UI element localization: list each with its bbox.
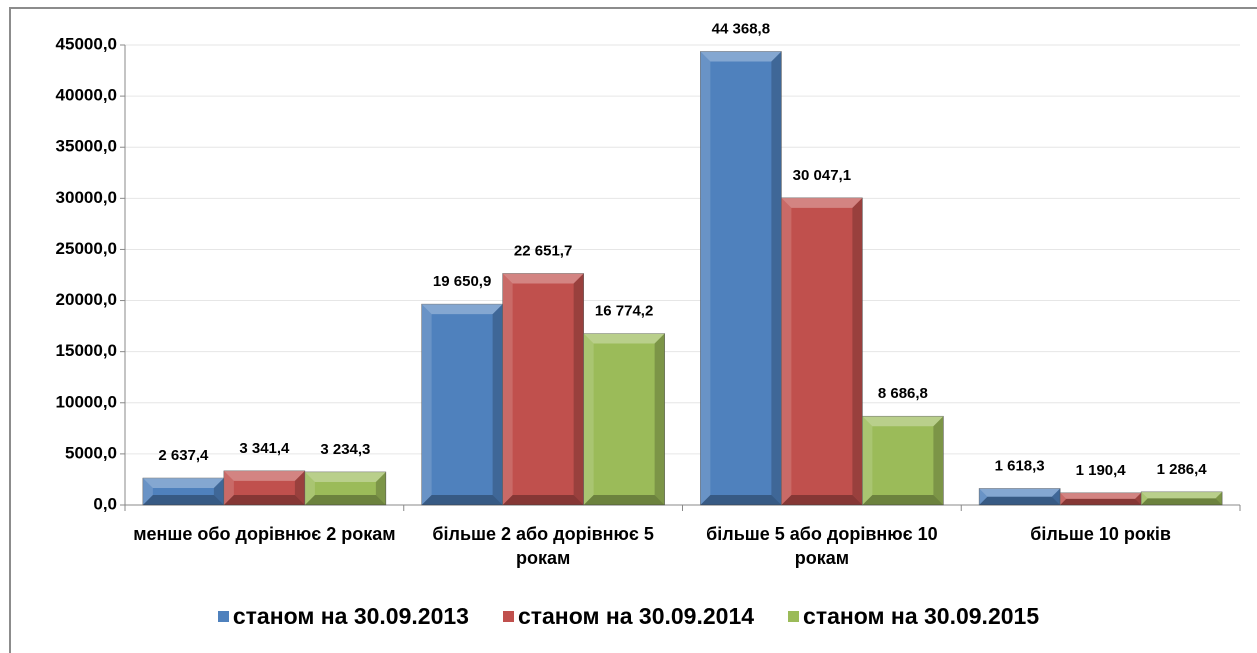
legend-item: станом на 30.09.2013 bbox=[217, 603, 469, 630]
bar bbox=[223, 470, 306, 506]
data-label: 19 650,9 bbox=[433, 273, 491, 290]
data-label: 16 774,2 bbox=[595, 302, 653, 319]
bar-bevel bbox=[583, 495, 665, 505]
bar bbox=[502, 273, 584, 506]
x-tick-label: більше 5 або дорівнює 10 рокам bbox=[706, 524, 938, 568]
bar-bevel bbox=[862, 495, 944, 505]
bar bbox=[700, 51, 782, 506]
legend-swatch bbox=[502, 611, 514, 622]
bar bbox=[1140, 491, 1223, 506]
bar-bevel bbox=[852, 197, 863, 505]
data-label: 22 651,7 bbox=[514, 242, 572, 259]
bar-bevel bbox=[1051, 488, 1061, 505]
legend-swatch bbox=[217, 611, 229, 622]
bar-bevel bbox=[781, 197, 792, 505]
y-tick-label: 20000,0 bbox=[56, 290, 117, 309]
bar-bevel bbox=[502, 273, 513, 505]
bar-bevel bbox=[375, 471, 386, 505]
chart-border bbox=[9, 7, 1257, 653]
y-tick-label: 45000,0 bbox=[56, 34, 117, 53]
bar bbox=[862, 415, 944, 506]
bar bbox=[142, 477, 225, 506]
bar-bevel bbox=[979, 496, 1061, 505]
legend-item: станом на 30.09.2014 bbox=[502, 603, 755, 630]
bar-bevel bbox=[700, 495, 782, 505]
data-label: 3 234,3 bbox=[320, 441, 370, 458]
data-label: 8 686,8 bbox=[878, 385, 928, 402]
legend-label: станом на 30.09.2013 bbox=[232, 603, 469, 629]
bar-bevel bbox=[654, 333, 665, 505]
bar-bevel bbox=[213, 478, 224, 505]
bar-bevel bbox=[862, 416, 873, 505]
bar-bevel bbox=[933, 416, 944, 505]
bar bbox=[304, 471, 387, 506]
y-tick-label: 10000,0 bbox=[56, 392, 117, 411]
bar-bevel bbox=[142, 495, 224, 505]
y-tick-label: 5000,0 bbox=[65, 443, 117, 462]
bar-bevel bbox=[223, 470, 305, 481]
legend-swatch bbox=[788, 611, 800, 622]
y-tick-label: 15000,0 bbox=[56, 341, 117, 360]
x-tick-label: більше 10 років bbox=[1030, 524, 1171, 544]
bar-bevel bbox=[1141, 498, 1223, 505]
bar-bevel bbox=[979, 488, 1061, 497]
bar-bevel bbox=[294, 470, 305, 505]
bar-bevel bbox=[700, 51, 782, 62]
bar-bevel bbox=[781, 197, 863, 208]
bar-bevel bbox=[1141, 491, 1223, 499]
bar-bevel bbox=[573, 273, 584, 505]
data-label: 1 618,3 bbox=[995, 457, 1045, 474]
y-tick-label: 35000,0 bbox=[56, 137, 117, 156]
bar-bevel bbox=[304, 471, 315, 505]
bar-bevel bbox=[1060, 498, 1142, 505]
legend: станом на 30.09.2013 станом на 30.09.2014… bbox=[0, 603, 1257, 630]
bar-bevel bbox=[1141, 491, 1148, 505]
bar-bevel bbox=[771, 51, 782, 505]
bar-bevel bbox=[492, 304, 503, 505]
legend-label: станом на 30.09.2015 bbox=[803, 603, 1040, 629]
bar-bevel bbox=[304, 471, 386, 482]
bar-bevel bbox=[223, 495, 305, 505]
bar-bevel bbox=[142, 478, 153, 505]
data-label: 1 286,4 bbox=[1157, 461, 1208, 478]
bar-bevel bbox=[421, 304, 432, 505]
bar-bevel bbox=[421, 304, 503, 315]
legend-item: станом на 30.09.2015 bbox=[788, 603, 1039, 630]
data-label: 3 341,4 bbox=[239, 440, 290, 457]
bar-bevel bbox=[781, 495, 863, 505]
bar bbox=[781, 197, 863, 506]
bar-bevel bbox=[979, 488, 988, 505]
bar-bevel bbox=[502, 495, 584, 505]
bar-bevel bbox=[1215, 491, 1223, 505]
data-label: 30 047,1 bbox=[793, 167, 851, 184]
y-tick-label: 30000,0 bbox=[56, 188, 117, 207]
y-tick-label: 40000,0 bbox=[56, 86, 117, 105]
bar bbox=[583, 333, 665, 506]
data-label: 1 190,4 bbox=[1076, 462, 1127, 479]
bar-bevel bbox=[223, 470, 234, 505]
legend-label: станом на 30.09.2014 bbox=[517, 603, 755, 629]
data-label: 44 368,8 bbox=[712, 20, 770, 37]
bar-bevel bbox=[583, 333, 594, 505]
bar-bevel bbox=[1060, 492, 1142, 499]
x-tick-label: більше 2 або дорівнює 5 рокам bbox=[432, 524, 654, 568]
bar-bevel bbox=[583, 333, 665, 344]
y-tick-label: 25000,0 bbox=[56, 239, 117, 258]
bar bbox=[421, 303, 503, 506]
bar-bevel bbox=[142, 478, 224, 489]
bar-bevel bbox=[1135, 492, 1142, 505]
bar-bevel bbox=[862, 416, 944, 427]
y-tick-label: 0,0 bbox=[93, 494, 117, 513]
x-tick-label: менше обо дорівнює 2 рокам bbox=[133, 524, 396, 544]
bar-bevel bbox=[421, 495, 503, 505]
data-label: 2 637,4 bbox=[158, 447, 209, 464]
bar-bevel bbox=[1060, 492, 1067, 505]
bar-bevel bbox=[304, 495, 386, 505]
bar-bevel bbox=[502, 273, 584, 284]
bar-bevel bbox=[700, 51, 711, 505]
